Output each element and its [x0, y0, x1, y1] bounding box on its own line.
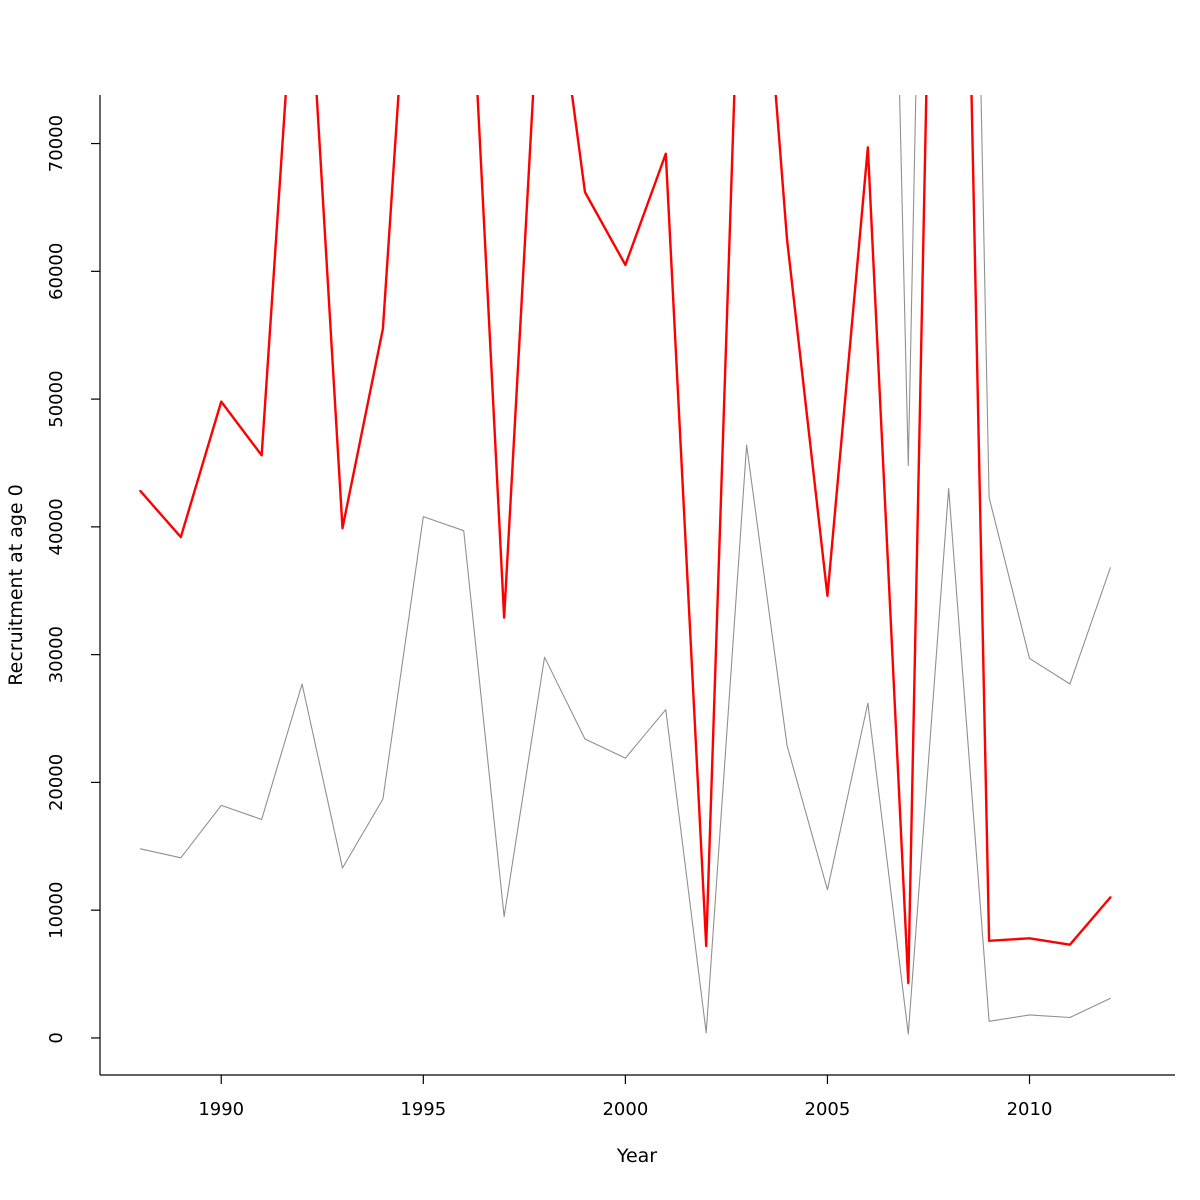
x-axis-title: Year	[616, 1145, 657, 1167]
x-tick-label: 2010	[1007, 1099, 1053, 1120]
x-tick-label: 1990	[198, 1099, 244, 1120]
y-tick-label: 10000	[46, 882, 67, 939]
plot-area	[139, 95, 1112, 1035]
y-tick-label: 30000	[46, 626, 67, 683]
y-tick-label: 20000	[46, 754, 67, 811]
y-tick-label: 40000	[46, 498, 67, 555]
x-tick-label: 1995	[400, 1099, 446, 1120]
y-tick-label: 50000	[46, 370, 67, 427]
y-tick-label: 60000	[46, 243, 67, 300]
series-confidence-lower	[139, 444, 1111, 1035]
y-axis-title: Recruitment at age 0	[5, 484, 27, 685]
x-tick-label: 2005	[805, 1099, 851, 1120]
x-tick-label: 2000	[602, 1099, 648, 1120]
y-tick-label: 0	[46, 1032, 67, 1043]
y-tick-label: 70000	[46, 115, 67, 172]
axes: 1990 1995 2000 2005 2010 0 10000 20000 30000 4000…	[46, 95, 1175, 1120]
series-recruitment-estimate	[139, 95, 1112, 985]
